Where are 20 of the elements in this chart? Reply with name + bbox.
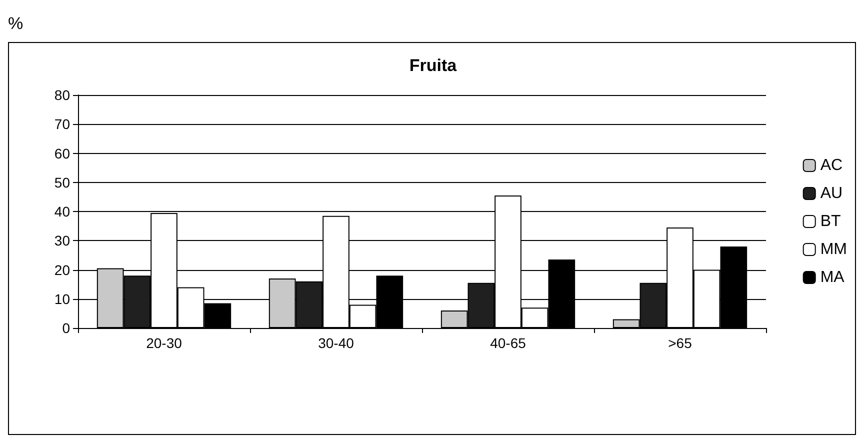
- y-tick-label: 10: [54, 290, 70, 307]
- x-tick-label: 30-40: [318, 335, 354, 351]
- x-tick-label: 20-30: [146, 335, 182, 351]
- legend-label: MA: [820, 269, 845, 286]
- y-tick-label: 40: [54, 204, 70, 220]
- y-axis-title: %: [8, 14, 24, 34]
- y-tick-label: 60: [54, 145, 70, 162]
- y-tick-label: 30: [54, 232, 70, 249]
- y-tick-label: 50: [54, 174, 70, 190]
- chart-title: Fruita: [409, 56, 458, 75]
- y-tick-label: 80: [54, 87, 70, 103]
- y-tick-label: 70: [54, 116, 70, 132]
- legend-label: BT: [820, 213, 842, 230]
- y-tick-label: 0: [62, 320, 70, 336]
- legend-label: MM: [820, 241, 847, 258]
- y-tick-label: 20: [54, 262, 70, 278]
- x-tick-label: >65: [668, 335, 692, 351]
- legend-label: AU: [820, 185, 843, 202]
- legend-label: AC: [820, 157, 843, 174]
- x-tick-label: 40-65: [490, 335, 526, 351]
